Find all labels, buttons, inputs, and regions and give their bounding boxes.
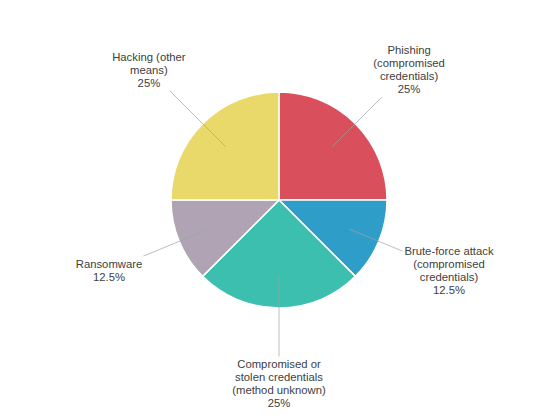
label-line: Brute-force attack [404, 245, 494, 257]
pie: Phishing(compromisedcredentials)25%Brute… [74, 42, 496, 411]
label-line: credentials) [420, 271, 479, 283]
label-background [371, 42, 447, 97]
label-line: Phishing [387, 44, 430, 56]
label-line: Compromised or [237, 358, 321, 370]
label-line: (compromised [373, 57, 445, 69]
label-line: 25% [398, 83, 421, 95]
label-line: Hacking (other [112, 51, 186, 63]
label-background [74, 256, 145, 285]
slice-label-text: Hacking (othermeans)25% [112, 51, 186, 89]
label-line: Ransomware [76, 258, 143, 270]
label-line: stolen credentials [235, 371, 323, 383]
label-background [230, 356, 328, 411]
label-background [402, 243, 496, 298]
label-line: means) [130, 64, 168, 76]
label-line: 25% [138, 77, 161, 89]
chart: Phishing(compromisedcredentials)25%Brute… [0, 0, 558, 416]
label-line: 25% [268, 397, 291, 409]
label-line: (method unknown) [232, 384, 326, 396]
slice-label-text: Compromised orstolen credentials(method … [232, 358, 326, 409]
label-background [110, 49, 188, 91]
slice-label-text: Brute-force attack(compromisedcredential… [404, 245, 494, 296]
label-line: 12.5% [433, 284, 465, 296]
label-line: (compromised [413, 258, 485, 270]
slice-label: Ransomware12.5% [74, 229, 209, 285]
slice-label: Hacking (othermeans)25% [110, 49, 225, 147]
slice-label-text: Phishing(compromisedcredentials)25% [373, 44, 445, 95]
label-line: credentials) [380, 70, 439, 82]
slice-label: Brute-force attack(compromisedcredential… [349, 229, 496, 298]
labels: Phishing(compromisedcredentials)25%Brute… [74, 42, 496, 411]
slice-label: Compromised orstolen credentials(method … [230, 276, 328, 412]
slice-label-text: Ransomware12.5% [76, 258, 143, 283]
label-line: 12.5% [93, 271, 125, 283]
slice-label: Phishing(compromisedcredentials)25% [332, 42, 446, 146]
